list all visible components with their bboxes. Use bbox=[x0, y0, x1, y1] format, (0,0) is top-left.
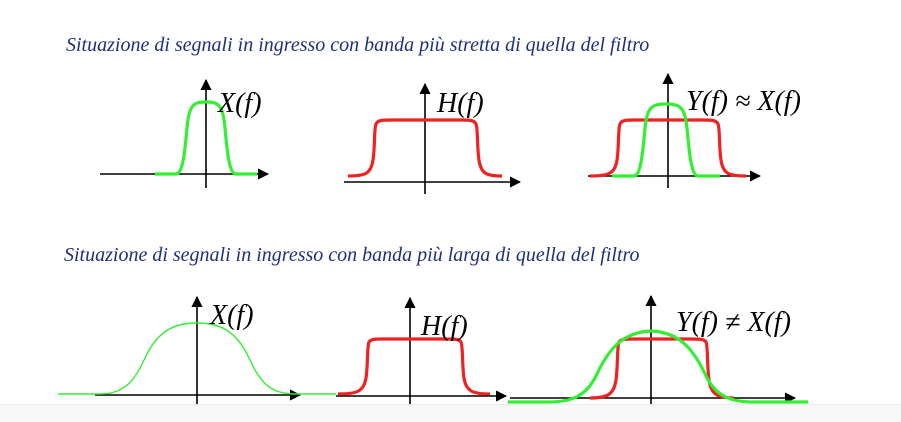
input-signal-curve bbox=[58, 322, 336, 395]
label-y-neq-x: Y(f) ≠ X(f) bbox=[676, 307, 791, 338]
output-signal-curve bbox=[508, 329, 808, 404]
filter-curve bbox=[337, 337, 491, 396]
plot-wide-input: X(f) bbox=[58, 295, 336, 410]
filter-curve bbox=[589, 118, 747, 178]
filter-curve bbox=[347, 118, 503, 178]
label-h-f: H(f) bbox=[420, 311, 468, 342]
output-signal-curve bbox=[612, 102, 720, 178]
plot-filter-response-2: H(f) bbox=[336, 296, 508, 412]
label-y-approx-x: Y(f) ≈ X(f) bbox=[686, 86, 801, 117]
plot-narrow-input: X(f) bbox=[100, 78, 270, 188]
input-signal-curve bbox=[155, 100, 257, 176]
plot-filter-response: H(f) bbox=[344, 82, 522, 194]
label-x-f: X(f) bbox=[217, 88, 262, 119]
footer-band bbox=[0, 404, 901, 422]
caption-narrow-band: Situazione di segnali in ingresso con ba… bbox=[66, 34, 650, 56]
label-x-f: X(f) bbox=[209, 300, 254, 331]
plot-wide-output: Y(f) ≠ X(f) bbox=[508, 294, 808, 412]
caption-wide-band: Situazione di segnali in ingresso con ba… bbox=[64, 244, 640, 266]
label-h-f: H(f) bbox=[436, 88, 484, 119]
plot-narrow-output: Y(f) ≈ X(f) bbox=[588, 72, 801, 188]
